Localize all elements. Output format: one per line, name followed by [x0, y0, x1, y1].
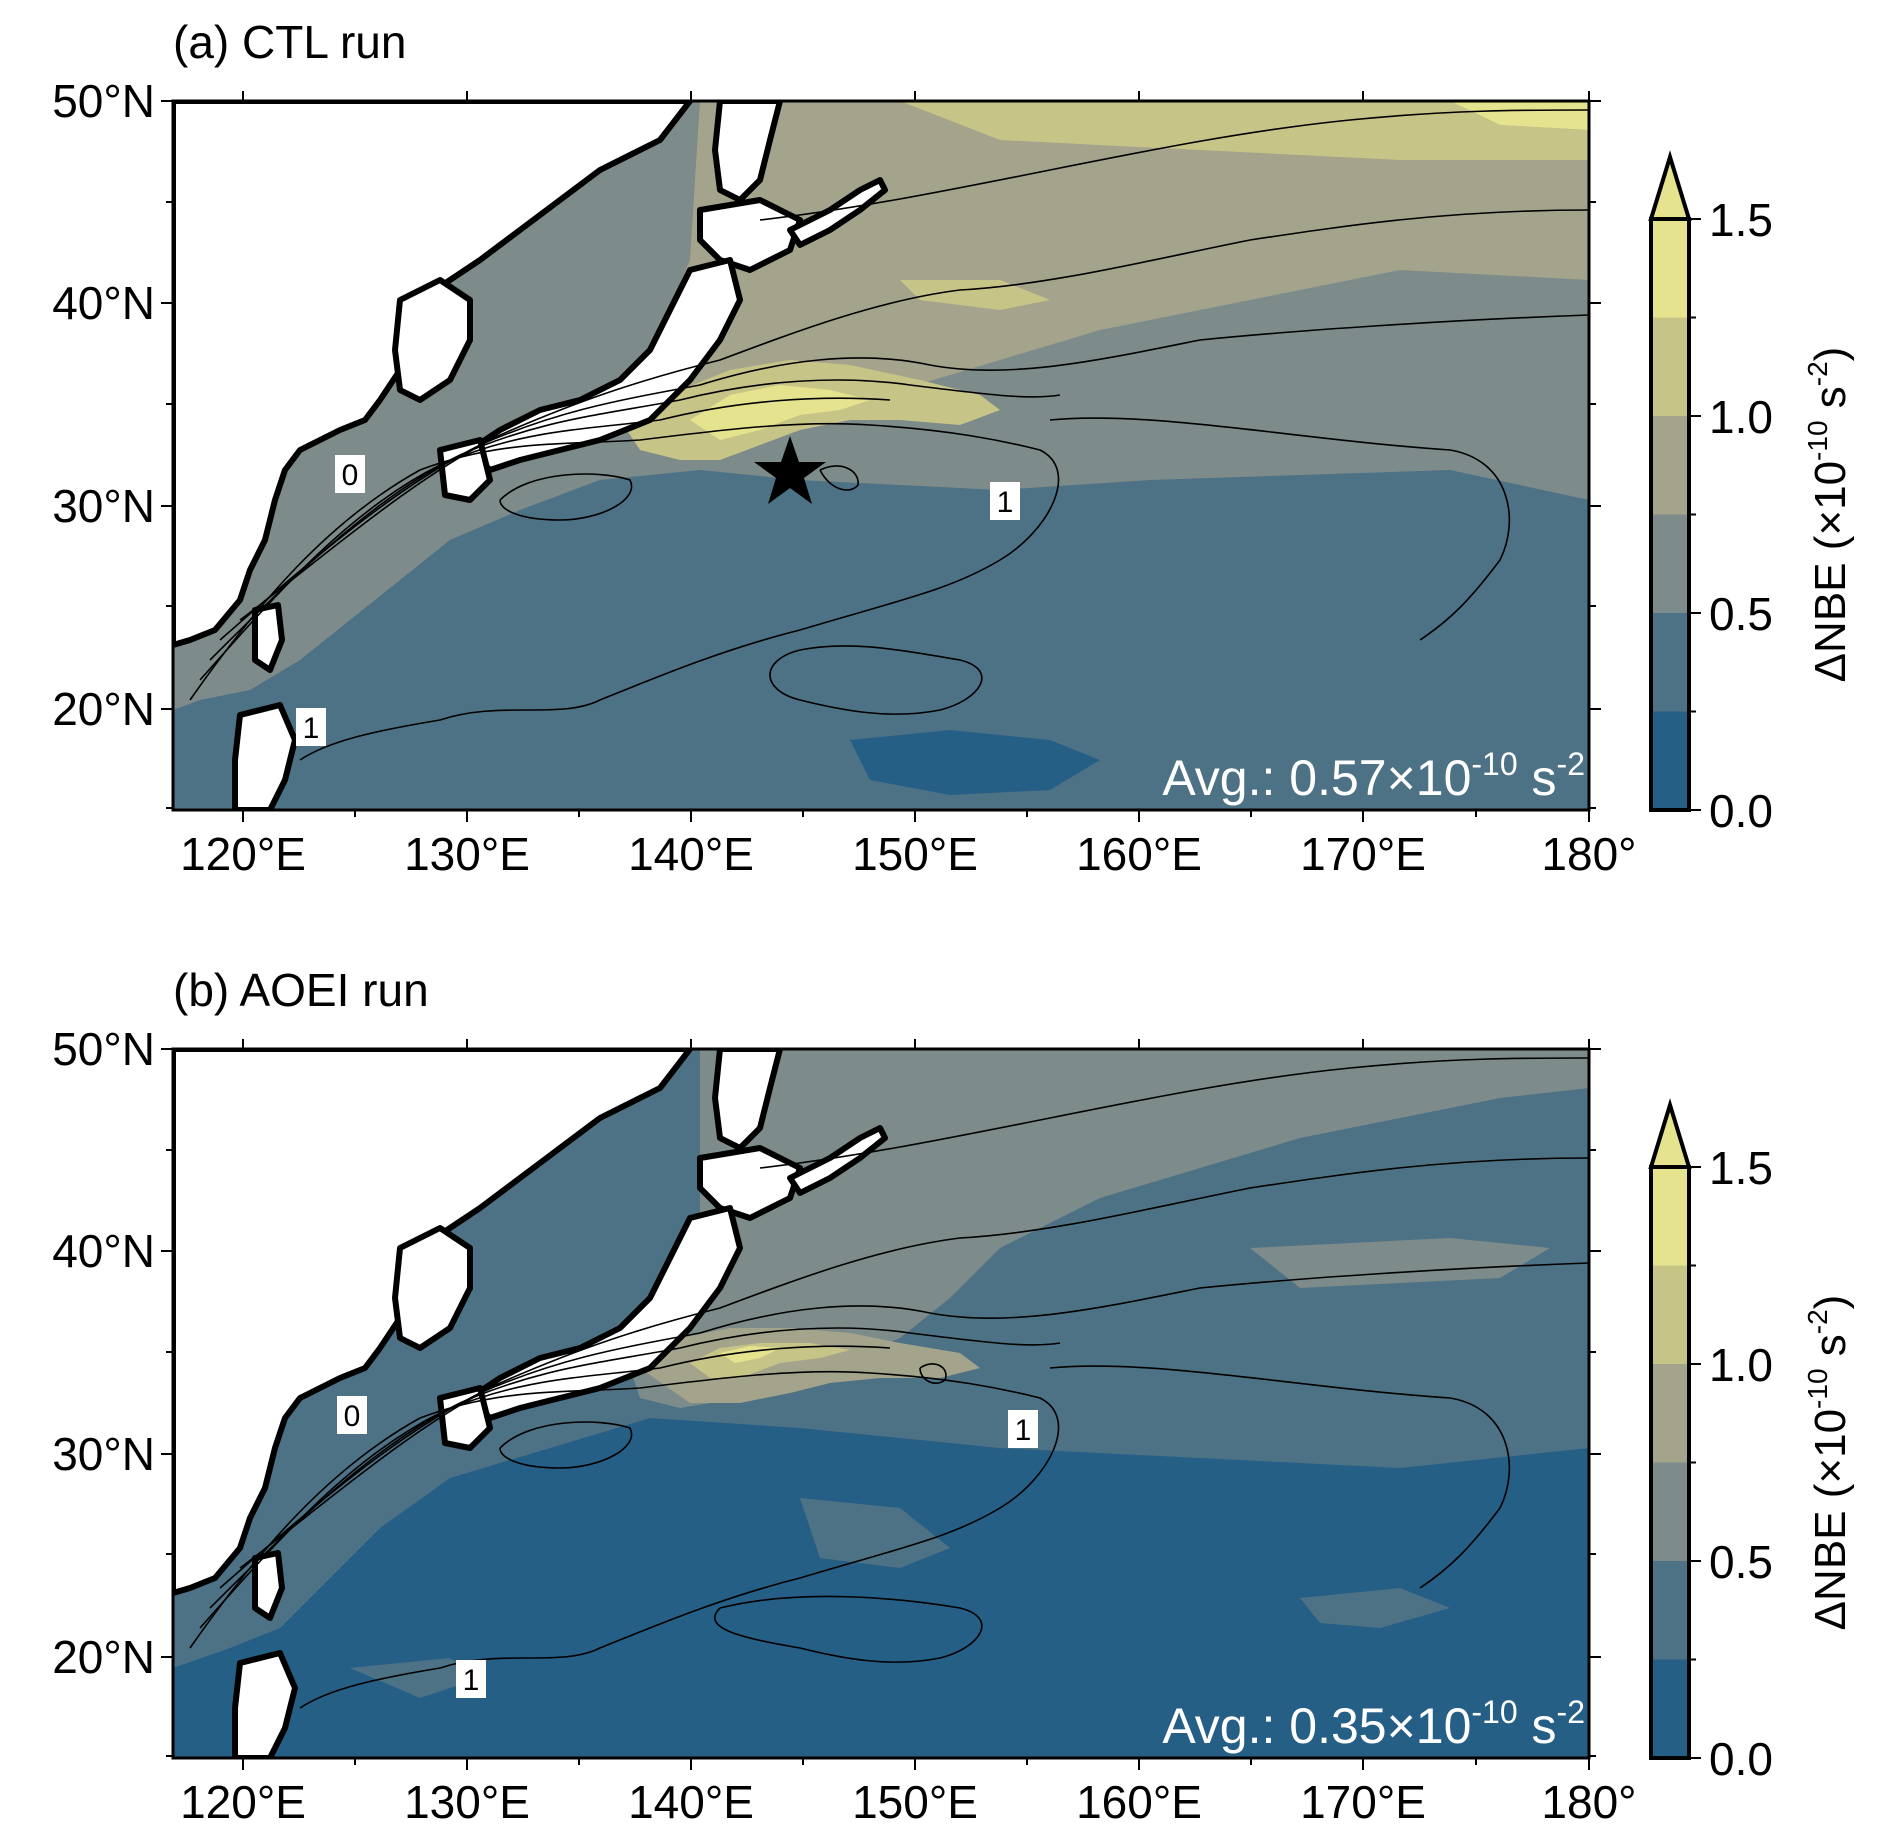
- lon-label-b-4: 160°E: [1076, 1776, 1202, 1828]
- map-field-a: 0 1 1 Avg.: 0.57×10-10 s-2: [173, 101, 1589, 810]
- colorbar-segment-a-1: [1651, 613, 1689, 712]
- axis-ticks-b: 120°E 130°E 140°E 150°E 160°E 170°E 180° 50°N 40…: [52, 1023, 1636, 1828]
- colorbar-title-a: ΔNBE (×10-10 s-2): [1802, 347, 1855, 683]
- lon-label-b-0: 120°E: [180, 1776, 306, 1828]
- lon-label-a-4: 160°E: [1076, 828, 1202, 880]
- colorbar-segment-b-2: [1651, 1462, 1689, 1561]
- contour-label-0-a: 0: [342, 459, 359, 492]
- colorbar-extend-b: [1648, 1098, 1692, 1169]
- map-field-b: 0 1 1 Avg.: 0.35×10-10 s-2: [173, 1049, 1589, 1758]
- lon-label-a-3: 150°E: [852, 828, 978, 880]
- colorbar-segment-b-3: [1651, 1364, 1689, 1463]
- colorbar-title-b: ΔNBE (×10-10 s-2): [1802, 1295, 1855, 1631]
- panel-title-b: (b) AOEI run: [173, 964, 429, 1016]
- lon-label-b-1: 130°E: [404, 1776, 530, 1828]
- colorbar-label-a-3: 0.0: [1709, 785, 1773, 837]
- lon-label-b-3: 150°E: [852, 1776, 978, 1828]
- panel-title-a: (a) CTL run: [173, 16, 406, 68]
- colorbar-label-a-2: 0.5: [1709, 588, 1773, 640]
- colorbar-segment-b-1: [1651, 1561, 1689, 1660]
- average-annotation-b: Avg.: 0.35×10-10 s-2: [1162, 1694, 1585, 1754]
- lat-label-b-1: 40°N: [52, 1225, 155, 1277]
- colorbar-segment-a-0: [1651, 711, 1689, 810]
- lon-label-b-2: 140°E: [628, 1776, 754, 1828]
- contour-label-1b-a: 1: [303, 712, 320, 745]
- colorbar-segment-a-3: [1651, 416, 1689, 515]
- contour-label-1a-a: 1: [997, 486, 1014, 519]
- map-frame-b: [171, 1047, 1591, 1760]
- average-annotation-a: Avg.: 0.57×10-10 s-2: [1162, 746, 1585, 806]
- star-icon: [754, 436, 826, 504]
- lon-label-a-2: 140°E: [628, 828, 754, 880]
- colorbar-segment-b-0: [1651, 1659, 1689, 1758]
- contour-label-1b-b: 1: [463, 1664, 480, 1697]
- colorbar-segment-a-2: [1651, 514, 1689, 613]
- colorbar-segment-b-4: [1651, 1265, 1689, 1364]
- colorbar-a: 1.5 1.0 0.5 0.0 ΔNBE (×10-10 s-2): [1648, 150, 1855, 837]
- panel-ctl-run: (a) CTL run: [52, 16, 1636, 880]
- colorbar-label-b-3: 0.0: [1709, 1733, 1773, 1785]
- lon-label-b-5: 170°E: [1300, 1776, 1426, 1828]
- lat-label-b-0: 50°N: [52, 1023, 155, 1075]
- colorbar-label-b-0: 1.5: [1709, 1142, 1773, 1194]
- colorbar-segment-b-5: [1651, 1167, 1689, 1266]
- lat-label-a-1: 40°N: [52, 277, 155, 329]
- lon-label-b-6: 180°: [1541, 1776, 1636, 1828]
- lon-label-a-0: 120°E: [180, 828, 306, 880]
- lat-label-b-2: 30°N: [52, 1428, 155, 1480]
- axis-ticks-a: 120°E 130°E 140°E 150°E 160°E 170°E 180° 50°N 40…: [52, 75, 1636, 880]
- colorbar-segment-a-4: [1651, 317, 1689, 416]
- map-frame-a: [171, 99, 1591, 812]
- lat-label-b-3: 20°N: [52, 1631, 155, 1683]
- colorbar-b: 1.5 1.0 0.5 0.0 ΔNBE (×10-10 s-2): [1648, 1098, 1855, 1785]
- colorbar-label-b-2: 0.5: [1709, 1536, 1773, 1588]
- lon-label-a-1: 130°E: [404, 828, 530, 880]
- contour-labels-a: 0 1 1: [296, 455, 1020, 746]
- lon-label-a-6: 180°: [1541, 828, 1636, 880]
- colorbar-label-b-1: 1.0: [1709, 1339, 1773, 1391]
- lat-label-a-0: 50°N: [52, 75, 155, 127]
- lon-label-a-5: 170°E: [1300, 828, 1426, 880]
- contour-label-0-b: 0: [344, 1400, 361, 1433]
- panel-aoei-run: (b) AOEI run: [52, 964, 1636, 1828]
- contour-labels-b: 0 1 1: [337, 1396, 1038, 1698]
- contour-label-1a-b: 1: [1015, 1414, 1032, 1447]
- colorbar-segment-a-5: [1651, 219, 1689, 318]
- colorbar-label-a-0: 1.5: [1709, 194, 1773, 246]
- lat-label-a-3: 20°N: [52, 683, 155, 735]
- lat-label-a-2: 30°N: [52, 480, 155, 532]
- colorbar-extend-a: [1648, 150, 1692, 221]
- colorbar-label-a-1: 1.0: [1709, 391, 1773, 443]
